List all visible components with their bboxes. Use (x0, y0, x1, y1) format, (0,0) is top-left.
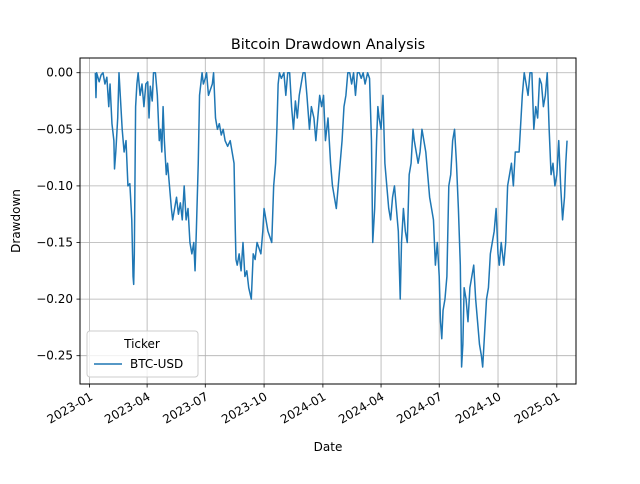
y-axis-ticks: 0.00 −0.05 −0.10 −0.15 −0.20 −0.25 (36, 66, 80, 363)
plot-frame (79, 57, 577, 385)
y-tick-label: −0.20 (36, 292, 73, 306)
legend-box (86, 330, 199, 378)
x-axis-label: Date (314, 440, 343, 454)
y-tick-label: −0.05 (36, 122, 73, 136)
legend-label-btc-usd: BTC-USD (130, 357, 183, 371)
y-axis-label: Drawdown (9, 189, 23, 253)
series-layer (94, 71, 568, 368)
series-line-btc-usd (94, 71, 568, 368)
y-tick-label: −0.10 (36, 179, 73, 193)
y-tick-label: −0.15 (36, 236, 73, 250)
y-tick-label: −0.25 (36, 349, 73, 363)
y-tick-label: 0.00 (46, 66, 73, 80)
legend-title: Ticker (123, 337, 160, 351)
chart-title: Bitcoin Drawdown Analysis (231, 37, 425, 53)
legend: Ticker BTC-USD (86, 330, 199, 378)
